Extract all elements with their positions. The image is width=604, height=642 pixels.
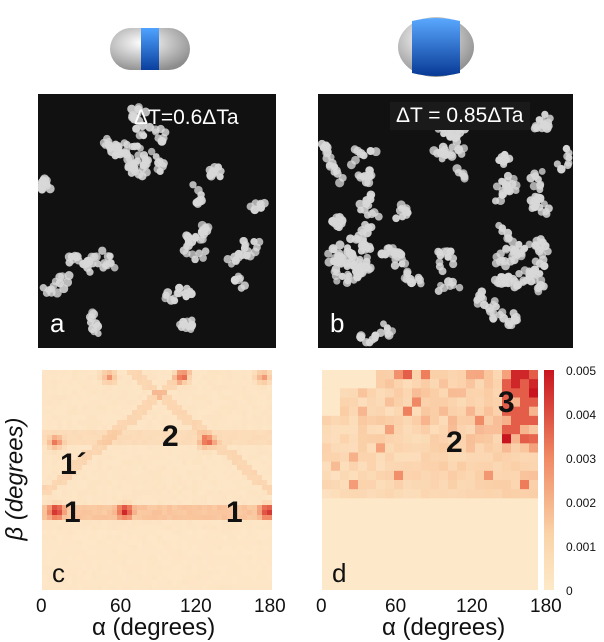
annotation-1-right: 1 [226, 496, 243, 529]
x-tick-c: 120 [180, 596, 212, 617]
heatmap-d: 2 3 d [322, 370, 539, 591]
x-tick-c: 0 [36, 596, 47, 617]
x-tick-d: 180 [530, 596, 562, 617]
annotation-1-left: 1 [64, 496, 81, 529]
annotation-2-c: 2 [162, 420, 179, 453]
colorbar-tick: 0.004 [566, 408, 597, 422]
wide-capsule-icon [398, 17, 474, 77]
colorbar [544, 370, 554, 590]
micrograph-a: ΔT=0.6ΔTa a [38, 94, 276, 348]
short-capsule-icon [110, 28, 190, 70]
x-tick-c: 60 [110, 596, 132, 617]
annotation-3-d: 3 [498, 386, 515, 419]
annotation-2-d: 2 [446, 426, 463, 459]
colorbar-tick: 0 [566, 584, 573, 598]
temperature-label-b: ΔT = 0.85ΔTa [390, 102, 530, 130]
y-axis-label: β (degrees) [1, 417, 29, 541]
colorbar-tick: 0.003 [566, 452, 597, 466]
annotation-1prime: 1´ [60, 448, 87, 481]
x-tick-d: 60 [385, 596, 407, 617]
panel-letter-d: d [332, 558, 347, 588]
panel-letter-c: c [52, 558, 65, 588]
x-tick-d: 120 [456, 596, 488, 617]
x-tick-d: 0 [316, 596, 327, 617]
micrograph-b: ΔT = 0.85ΔTa b [318, 94, 573, 348]
x-axis-label-d: α (degrees) [382, 614, 506, 641]
panel-letter-a: a [50, 308, 65, 338]
colorbar-tick: 0.001 [566, 540, 597, 554]
x-tick-c: 180 [254, 596, 286, 617]
heatmap-c: 1´ 2 1 1 c [42, 370, 273, 591]
colorbar-tick: 0.005 [566, 364, 597, 378]
colorbar-tick: 0.002 [566, 496, 597, 510]
panel-letter-b: b [330, 308, 345, 338]
temperature-label-a: ΔT=0.6ΔTa [134, 106, 239, 129]
x-axis-label-c: α (degrees) [92, 614, 216, 641]
